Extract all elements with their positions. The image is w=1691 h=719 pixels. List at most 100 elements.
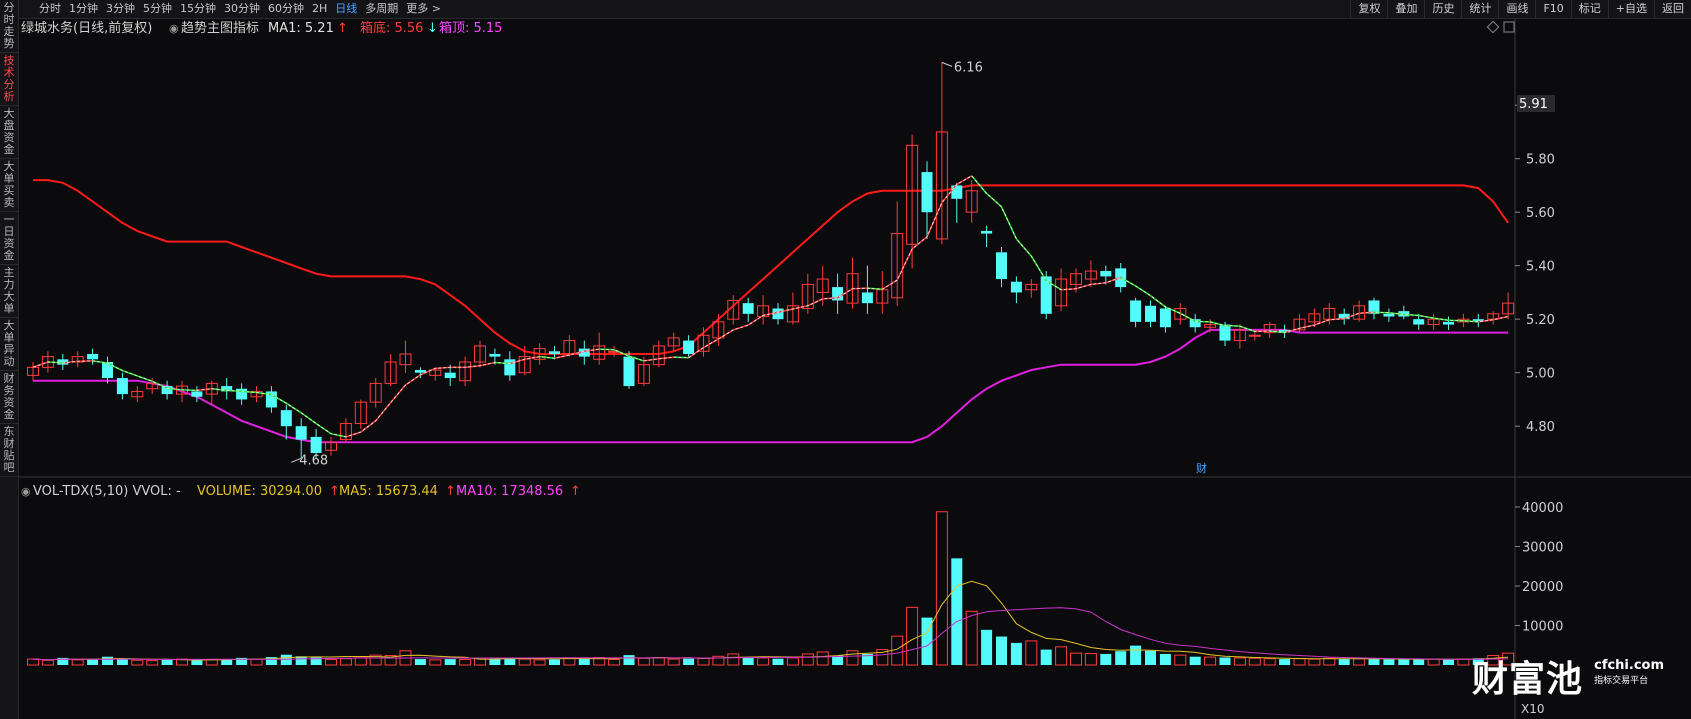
candle-body-99 — [1502, 302, 1515, 315]
vol-indicator-name[interactable]: VOL-TDX(5,10) VVOL: - — [33, 484, 181, 499]
period-tab-7[interactable]: 2H — [312, 2, 328, 15]
vol-collapse-icon[interactable]: ◉ — [21, 485, 31, 498]
volume-bar-63 — [965, 610, 978, 666]
candle-body-80 — [1219, 324, 1231, 341]
candle-body-50 — [772, 308, 784, 320]
volume-bar-71 — [1084, 653, 1097, 666]
volume-bar-94 — [1427, 658, 1440, 666]
period-tab-2[interactable]: 3分钟 — [106, 2, 135, 15]
volume-bar-87 — [1323, 657, 1336, 666]
candle-body-77 — [1174, 307, 1187, 320]
candle-body-40 — [623, 356, 635, 387]
trend-seg-31 — [479, 361, 496, 367]
period-tab-4[interactable]: 15分钟 — [180, 2, 216, 15]
volume-bar-69 — [1055, 646, 1068, 666]
candle-body-34 — [533, 348, 546, 360]
volume-bar-34 — [533, 659, 546, 666]
volume-bar-50 — [772, 658, 784, 665]
candle-body-21 — [339, 423, 352, 441]
candle-body-25 — [399, 353, 412, 366]
volume-bar-0 — [27, 658, 39, 666]
price-tick-3: 5.40 — [1526, 260, 1555, 275]
box-top-label: 箱顶: 5.15 — [439, 20, 502, 36]
watermark-domain: cfchi.com — [1594, 658, 1665, 673]
sidebar-item-5[interactable]: 主力大单 — [0, 265, 18, 318]
period-tab-9[interactable]: 多周期 — [365, 2, 399, 15]
candle-body-16 — [265, 391, 277, 408]
volume-bar-31 — [489, 658, 501, 665]
volume-bar-75 — [1145, 650, 1156, 665]
sidebar-item-2[interactable]: 大盘资金 — [0, 106, 18, 159]
tool-button-3[interactable]: 统计 — [1461, 0, 1498, 18]
tool-button-0[interactable]: 复权 — [1350, 0, 1387, 18]
collapse-icon[interactable]: ◉ — [169, 22, 179, 35]
diamond-icon[interactable] — [1486, 20, 1500, 34]
stock-title: 绿城水务(日线,前复权) — [21, 20, 152, 36]
tool-button-7[interactable]: +自选 — [1607, 0, 1654, 18]
sidebar-item-7[interactable]: 财务资金 — [0, 371, 18, 424]
candle-body-70 — [1070, 273, 1082, 285]
volume-bar-84 — [1279, 659, 1291, 665]
tool-button-4[interactable]: 画线 — [1498, 0, 1535, 18]
period-tab-10[interactable]: 更多 > — [406, 2, 441, 15]
tool-button-8[interactable]: 返回 — [1654, 0, 1691, 18]
volume-bar-7 — [131, 659, 144, 666]
sidebar-item-0[interactable]: 分时走势 — [0, 0, 18, 53]
tool-button-2[interactable]: 历史 — [1424, 0, 1461, 18]
candle-body-69 — [1055, 278, 1068, 307]
volume-bar-18 — [295, 656, 307, 665]
vol-tick-0: 10000 — [1522, 620, 1563, 635]
volume-bar-73 — [1115, 651, 1127, 665]
period-tab-0[interactable]: 分时 — [39, 2, 61, 15]
volume-bar-36 — [563, 657, 576, 666]
volume-bar-17 — [280, 654, 292, 665]
sidebar-item-6[interactable]: 大单异动 — [0, 318, 18, 371]
candle-body-54 — [832, 287, 844, 301]
candle-body-52 — [801, 283, 814, 309]
candle-body-84 — [1279, 329, 1291, 333]
sidebar-item-3[interactable]: 大单买卖 — [0, 159, 18, 212]
volume-bar-15 — [250, 658, 263, 666]
candle-body-97 — [1472, 319, 1484, 322]
volume-bar-21 — [339, 658, 352, 666]
tool-button-1[interactable]: 叠加 — [1387, 0, 1424, 18]
candle-body-88 — [1338, 313, 1350, 320]
candle-body-66 — [1010, 281, 1022, 293]
volume-bar-95 — [1443, 659, 1454, 665]
price-tick-4: 5.60 — [1526, 206, 1555, 221]
vol-ma5-line — [32, 580, 1509, 661]
candle-body-11 — [191, 391, 203, 397]
vol-ma5-arrow: ↑ — [445, 484, 456, 499]
volume-bar-2 — [57, 657, 69, 665]
vol-ma5-label: MA5: 15673.44 — [339, 484, 438, 499]
price-tick-2: 5.20 — [1526, 313, 1555, 328]
vol-ma10-line — [32, 607, 1509, 661]
candle-body-37 — [578, 348, 590, 357]
finance-marker[interactable]: 财 — [1196, 461, 1207, 475]
period-tab-6[interactable]: 60分钟 — [268, 2, 304, 15]
candle-body-20 — [325, 441, 337, 451]
volume-bar-82 — [1248, 657, 1261, 666]
kline-chart[interactable]: 绿城水务(日线,前复权) ◉ 趋势主图指标 MA1: 5.21 ↑ 箱底: 5.… — [19, 19, 1691, 719]
period-tab-3[interactable]: 5分钟 — [143, 2, 172, 15]
volume-bar-49 — [757, 657, 770, 666]
tool-button-6[interactable]: 标记 — [1570, 0, 1608, 18]
period-tab-5[interactable]: 30分钟 — [224, 2, 260, 15]
sidebar-item-1[interactable]: 技术分析 — [0, 53, 18, 106]
volume-bar-79 — [1204, 656, 1217, 666]
period-tab-8[interactable]: 日线 — [335, 2, 358, 15]
volume-bar-1 — [41, 659, 54, 666]
volume-bar-58 — [891, 635, 904, 666]
candle-body-64 — [981, 230, 993, 234]
candle-body-57 — [876, 289, 889, 304]
period-tab-1[interactable]: 1分钟 — [69, 2, 98, 15]
tool-button-5[interactable]: F10 — [1535, 0, 1570, 18]
candle-body-76 — [1159, 308, 1171, 328]
volume-bar-51 — [786, 657, 799, 666]
window-icon[interactable] — [1503, 21, 1515, 33]
sidebar-item-4[interactable]: 一日资金 — [0, 212, 18, 265]
vol-ma10-arrow: ↑ — [570, 484, 581, 499]
sidebar-item-8[interactable]: 东财贴吧 — [0, 424, 18, 477]
indicator-name[interactable]: 趋势主图指标 — [181, 20, 259, 36]
volume-bar-20 — [325, 658, 337, 666]
